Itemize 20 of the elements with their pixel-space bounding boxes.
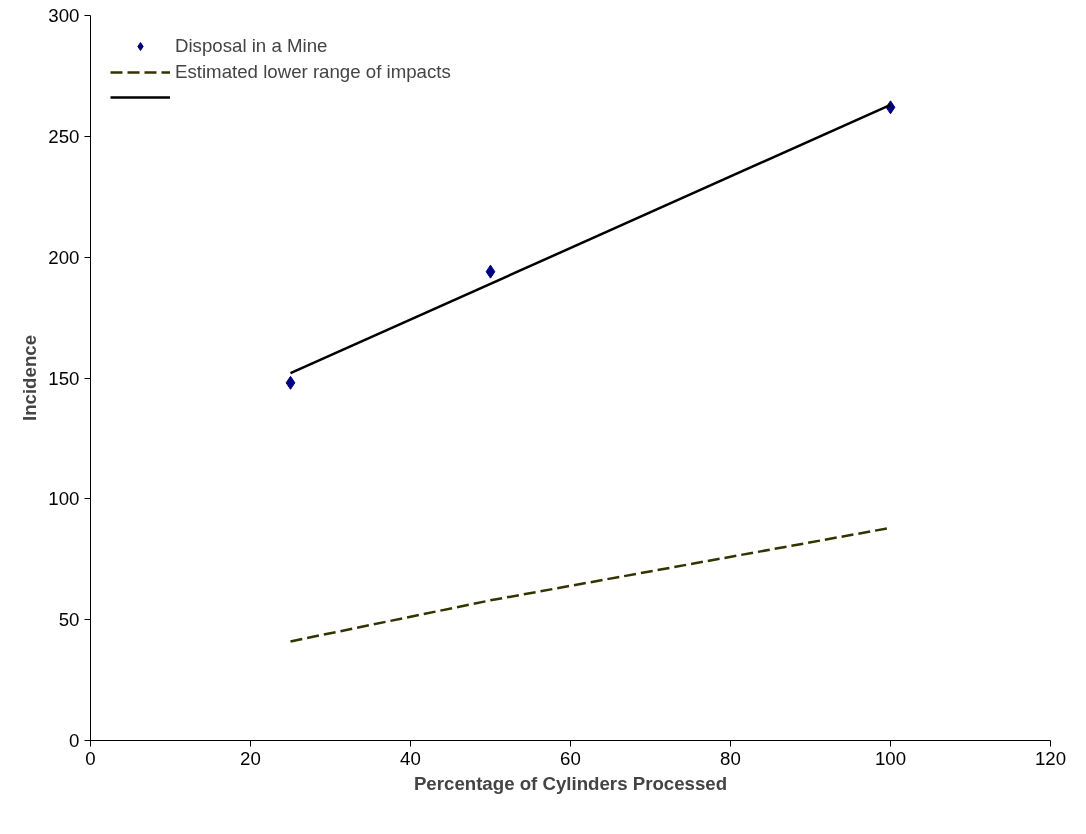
y-tick-label: 0 [69,730,80,751]
y-tick-label: 200 [48,246,80,268]
x-tick-label: 40 [400,747,421,769]
legend-label: Disposal in a Mine [175,35,328,57]
point [485,264,496,279]
x-axis-title: Percentage of Cylinders Processed [413,772,728,794]
x-tick-label: 120 [1034,747,1067,769]
point [285,375,296,390]
y-tick-label: 50 [58,609,80,631]
y-tick-label: 150 [48,367,80,389]
y-tick-label: 250 [48,125,80,147]
y-tick-label: 100 [48,488,80,510]
x-tick-label: 60 [560,747,581,769]
x-tick-label: 0 [85,747,96,769]
x-tick-label: 20 [240,747,261,769]
legend-label: Estimated lower range of impacts [175,61,451,83]
x-tick-label: 80 [720,747,741,769]
y-tick-label: 300 [48,5,80,26]
y-axis-title: Incidence [19,334,41,422]
x-tick-label: 100 [874,747,907,769]
